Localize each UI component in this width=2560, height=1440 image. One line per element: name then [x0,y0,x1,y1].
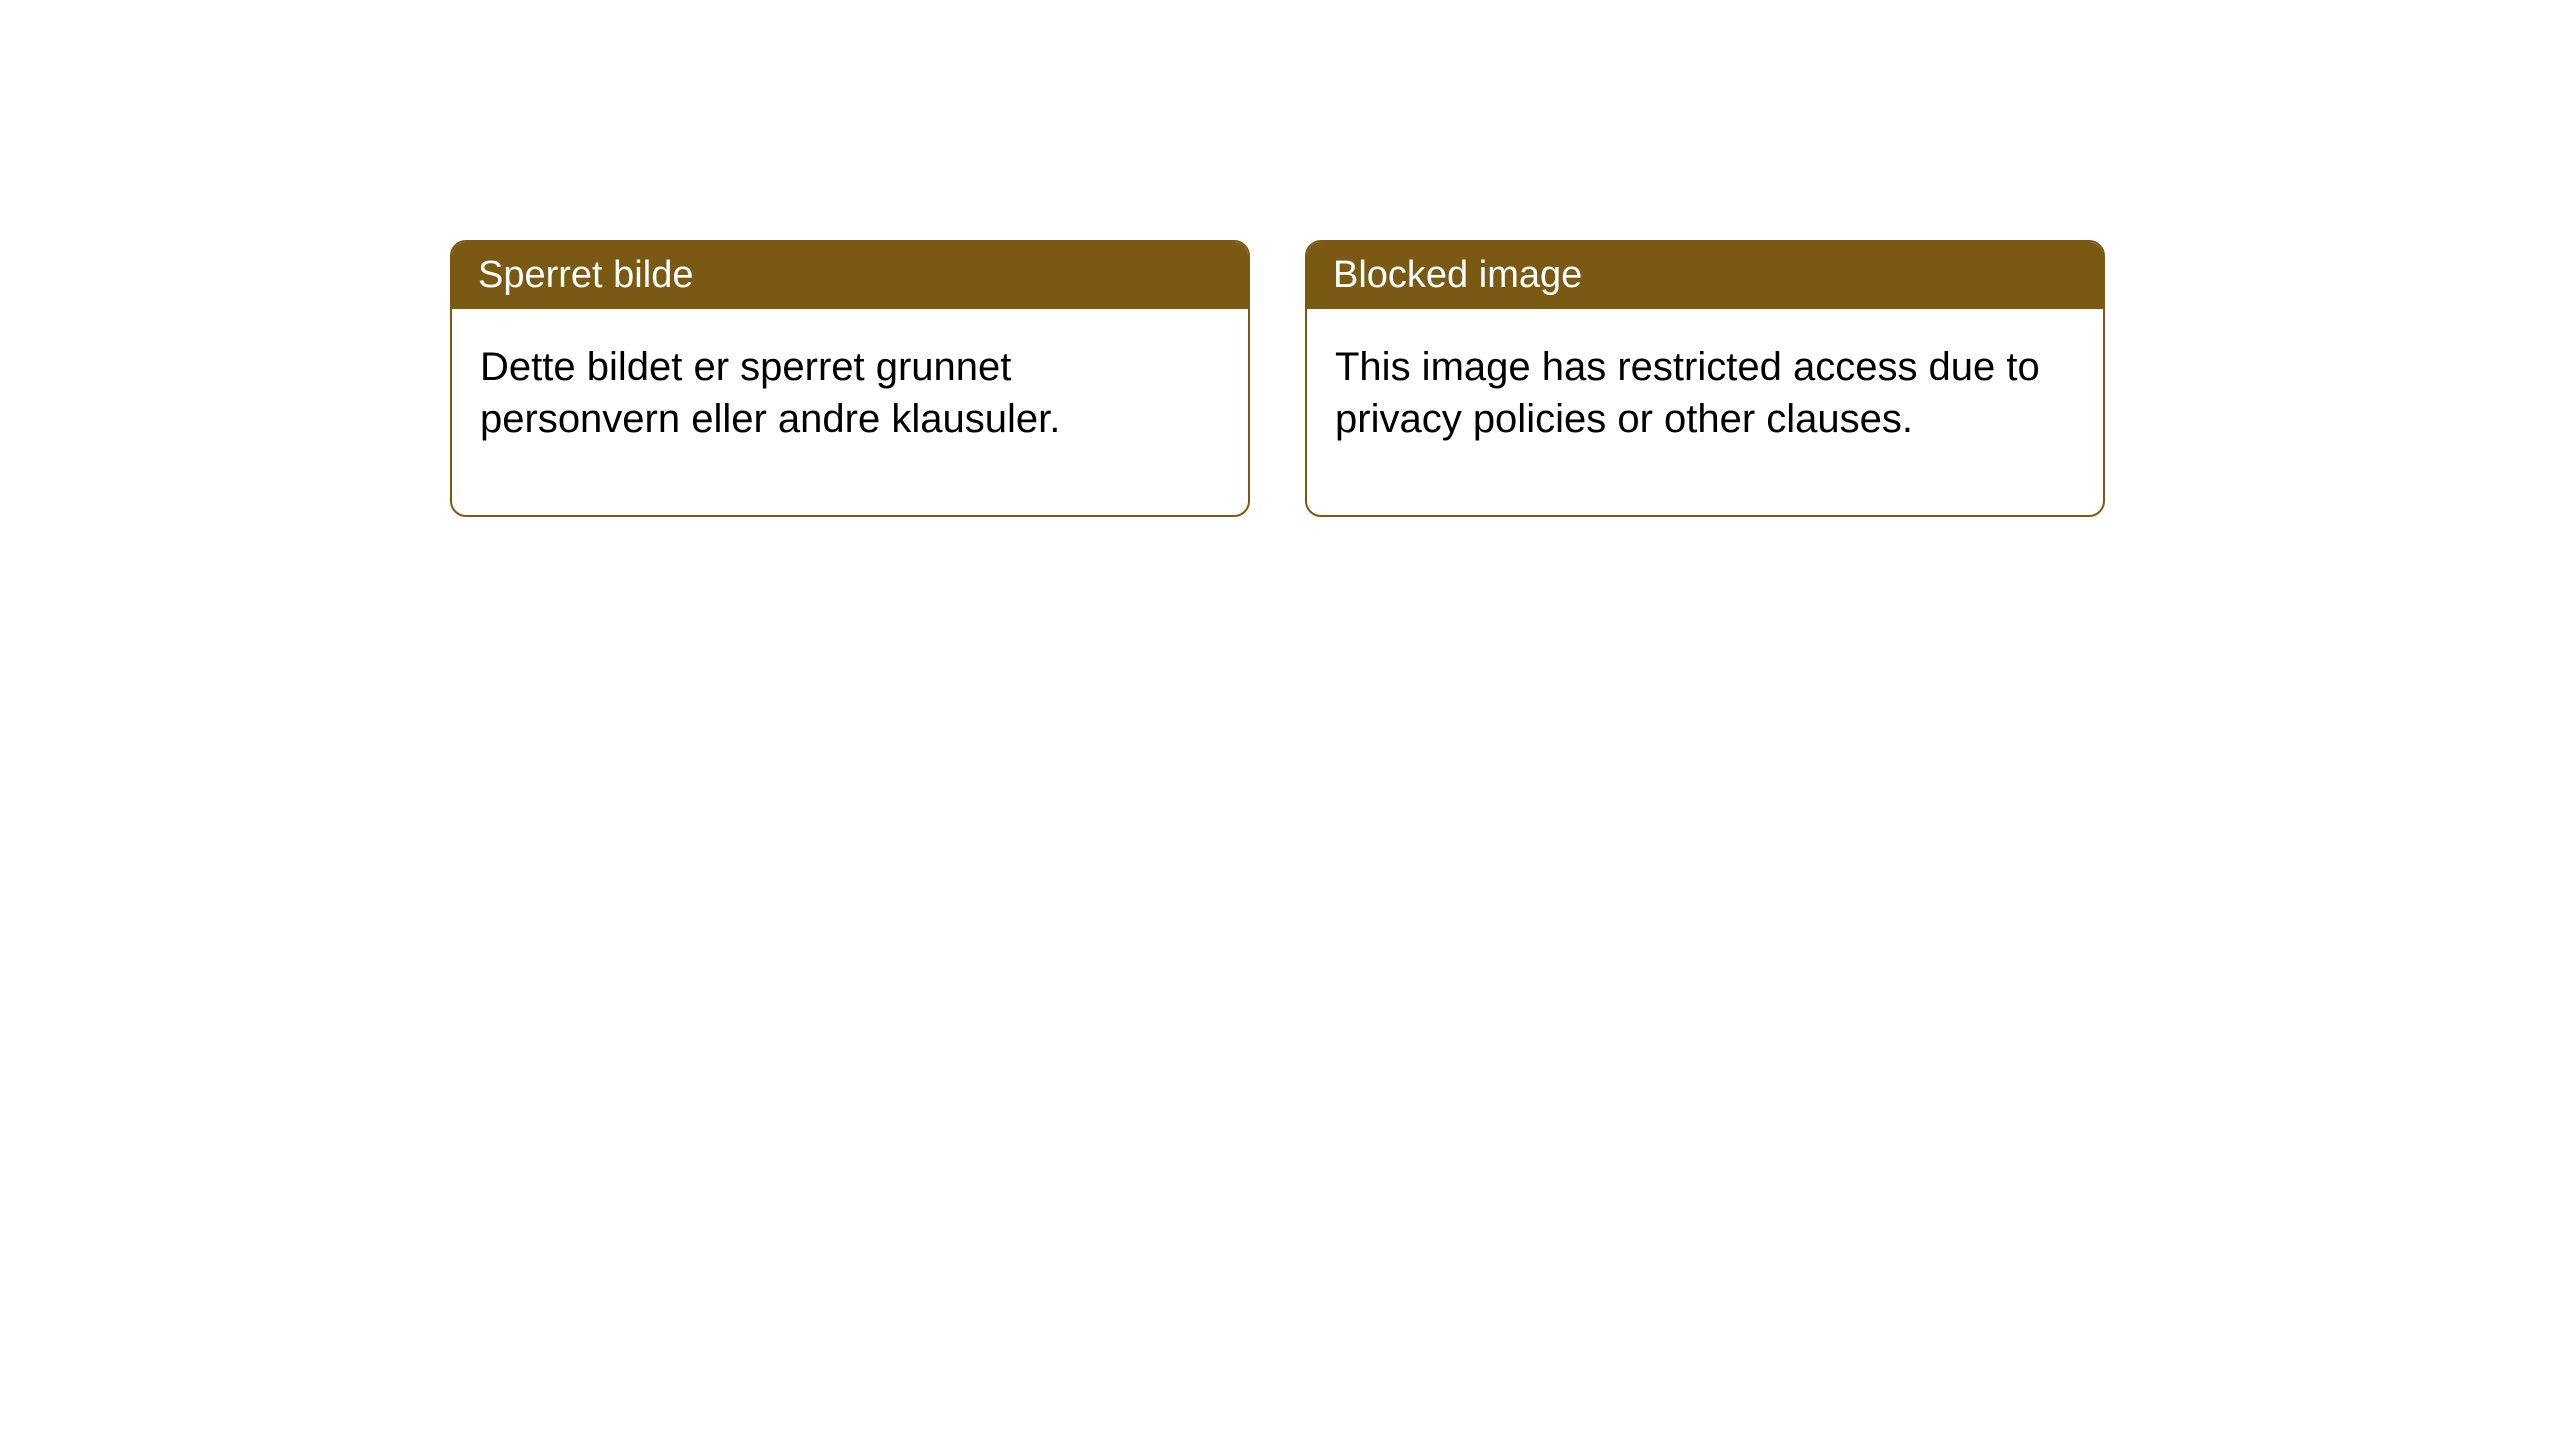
notice-card-norwegian: Sperret bilde Dette bildet er sperret gr… [450,240,1250,517]
notice-card-header: Sperret bilde [452,242,1248,309]
notice-cards-container: Sperret bilde Dette bildet er sperret gr… [450,240,2105,517]
notice-card-body: Dette bildet er sperret grunnet personve… [452,309,1248,515]
notice-card-english: Blocked image This image has restricted … [1305,240,2105,517]
notice-card-body: This image has restricted access due to … [1307,309,2103,515]
notice-card-header: Blocked image [1307,242,2103,309]
